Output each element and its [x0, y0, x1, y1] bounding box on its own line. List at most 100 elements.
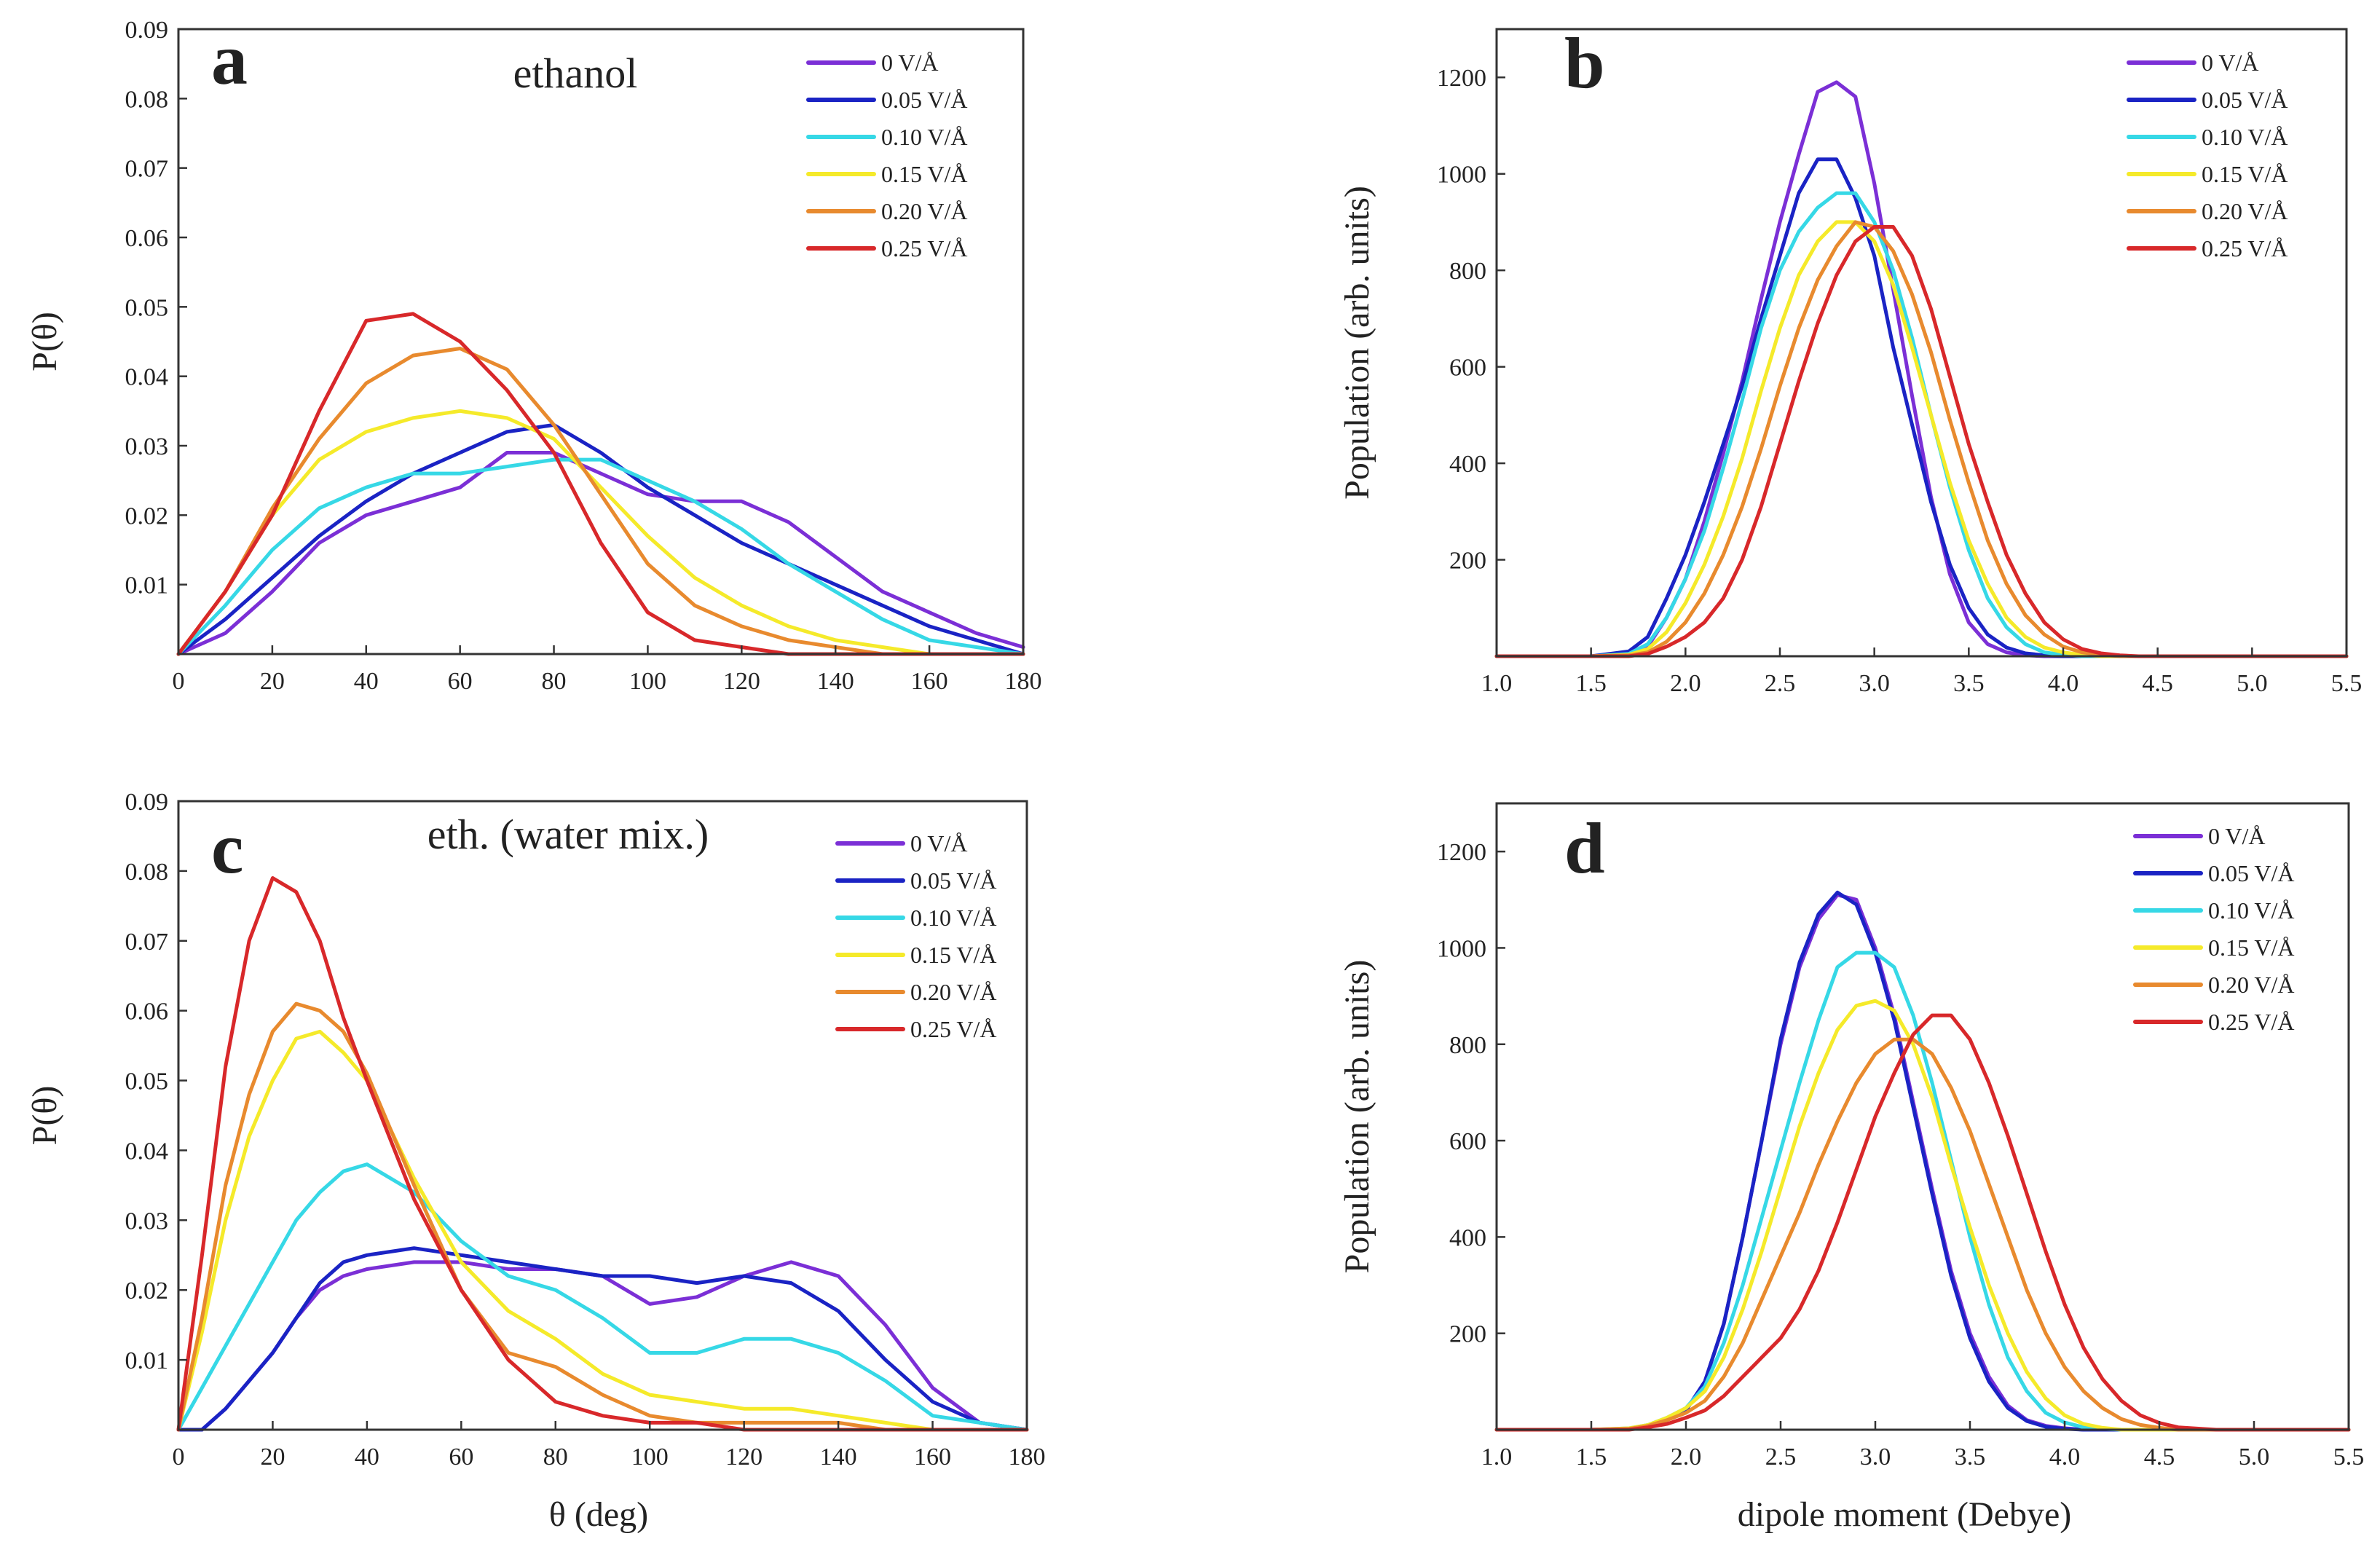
- series-line-c-2: [176, 1162, 1029, 1432]
- x-tick-label: 0: [173, 1444, 185, 1471]
- y-axis-title-a: P(θ): [25, 312, 64, 371]
- y-tick-label: 0.08: [125, 859, 169, 886]
- y-tick-label: 0.07: [125, 156, 169, 183]
- y-axis-title-b: Population (arb. units): [1338, 186, 1376, 500]
- y-tick-label: 1200: [1437, 839, 1486, 866]
- x-tick-label: 140: [820, 1444, 857, 1471]
- y-tick-label: 800: [1449, 1032, 1486, 1059]
- legend-label: 0.25 V/Å: [881, 235, 968, 261]
- legend-label: 0 V/Å: [910, 830, 968, 857]
- x-tick-label: 180: [1009, 1444, 1046, 1471]
- x-tick-label: 0: [173, 668, 185, 695]
- y-axis-title-c: P(θ): [25, 1086, 64, 1146]
- series-line-a-1: [176, 422, 1025, 656]
- legend-label: 0.20 V/Å: [881, 198, 968, 224]
- y-tick-label: 0.02: [125, 1277, 169, 1304]
- panel-letter-d: d: [1564, 808, 1605, 889]
- x-tick-label: 1.5: [1576, 1444, 1607, 1471]
- y-tick-label: 0.03: [125, 1208, 169, 1235]
- legend-label: 0.20 V/Å: [910, 979, 997, 1005]
- y-tick-label: 200: [1449, 548, 1486, 575]
- x-tick-label: 4.0: [2048, 670, 2079, 697]
- y-tick-label: 0.09: [125, 17, 169, 44]
- x-tick-label: 120: [723, 668, 760, 695]
- chart-panel-a: 0 20 40 60 80 100 120 140 160 180 0.01 0.02 0.03 0.04…: [25, 17, 1042, 695]
- x-axis-title-left: θ (deg): [549, 1495, 648, 1534]
- x-tick-label: 1.5: [1575, 670, 1607, 697]
- legend-c: 0 V/Å 0.05 V/Å 0.10 V/Å 0.15 V/Å 0.20 V/Å 0.2…: [835, 830, 997, 1042]
- series-line-c-5: [176, 876, 1029, 1432]
- legend-b: 0 V/Å 0.05 V/Å 0.10 V/Å 0.15 V/Å 0.20 V/Å 0.2…: [2127, 50, 2288, 261]
- legend-label: 0.20 V/Å: [2208, 972, 2295, 998]
- legend-label: 0.15 V/Å: [2202, 161, 2288, 187]
- x-tick-label: 5.0: [2237, 670, 2268, 697]
- x-tick-label: 180: [1005, 668, 1042, 695]
- legend-label: 0.05 V/Å: [2202, 87, 2288, 113]
- y-tick-label: 0.02: [125, 503, 169, 529]
- legend-label: 0.05 V/Å: [2208, 860, 2295, 886]
- x-tick-label: 20: [260, 668, 285, 695]
- series-line-c-3: [176, 1029, 1029, 1432]
- x-tick-label: 60: [448, 668, 473, 695]
- legend-label: 0.25 V/Å: [910, 1016, 997, 1042]
- x-tick-label: 2.0: [1670, 670, 1701, 697]
- legend-label: 0.25 V/Å: [2202, 235, 2288, 261]
- y-tick-label: 0.06: [125, 225, 169, 252]
- chart-panel-b: 1.0 1.5 2.0 2.5 3.0 3.5 4.0 4.5 5.0 5.5 200 400 600 8…: [1338, 23, 2362, 697]
- plot-frame-a: [177, 28, 1025, 655]
- y-tick-label: 0.03: [125, 433, 169, 460]
- y-tick-label: 0.01: [125, 1347, 169, 1374]
- y-tick-label: 400: [1449, 451, 1486, 478]
- x-tick-label: 40: [355, 1444, 379, 1471]
- x-tick-label: 1.0: [1481, 670, 1513, 697]
- x-tick-label: 3.0: [1860, 1444, 1891, 1471]
- y-tick-label: 0.09: [125, 789, 169, 816]
- legend-label: 0.15 V/Å: [881, 161, 968, 187]
- x-tick-label: 100: [631, 1444, 669, 1471]
- panel-title-a: ethanol: [513, 50, 638, 97]
- legend-label: 0.15 V/Å: [910, 942, 997, 968]
- chart-panel-c: 0 20 40 60 80 100 120 140 160 180 0.01 0.02 0.03 0.04…: [25, 789, 1046, 1471]
- legend-label: 0.25 V/Å: [2208, 1009, 2295, 1035]
- legend-d: 0 V/Å 0.05 V/Å 0.10 V/Å 0.15 V/Å 0.20 V/Å 0.2…: [2133, 823, 2295, 1035]
- x-tick-label: 5.5: [2331, 670, 2363, 697]
- legend-label: 0.05 V/Å: [910, 867, 997, 894]
- series-line-a-3: [176, 409, 1025, 656]
- y-tick-label: 0.07: [125, 929, 169, 956]
- chart-panel-d: 1.0 1.5 2.0 2.5 3.0 3.5 4.0 4.5 5.0 5.5 200 400 600 8…: [1338, 802, 2364, 1471]
- x-tick-label: 120: [725, 1444, 763, 1471]
- x-tick-label: 20: [260, 1444, 285, 1471]
- series-line-b-2: [1494, 191, 2349, 658]
- series-line-c-0: [176, 1260, 1029, 1432]
- legend-label: 0 V/Å: [2202, 50, 2259, 76]
- panel-letter-b: b: [1564, 23, 1605, 103]
- legend-label: 0.05 V/Å: [881, 87, 968, 113]
- panel-title-c: eth. (water mix.): [427, 811, 709, 858]
- x-tick-label: 5.0: [2239, 1444, 2270, 1471]
- x-tick-label: 100: [629, 668, 666, 695]
- y-tick-label: 0.05: [125, 294, 169, 321]
- x-tick-label: 160: [914, 1444, 951, 1471]
- series-line-d-3: [1494, 999, 2351, 1432]
- y-tick-label: 600: [1449, 1128, 1486, 1155]
- y-tick-label: 600: [1449, 355, 1486, 382]
- y-tick-label: 1000: [1437, 162, 1486, 189]
- series-line-a-0: [176, 451, 1025, 656]
- legend-label: 0 V/Å: [2208, 823, 2266, 849]
- plot-frame-d: [1495, 802, 2350, 1431]
- y-tick-label: 800: [1449, 258, 1486, 285]
- legend-label: 0.10 V/Å: [910, 905, 997, 931]
- x-tick-label: 3.5: [1953, 670, 1985, 697]
- y-axis-title-d: Population (arb. units): [1338, 960, 1376, 1274]
- series-line-a-4: [176, 347, 1025, 656]
- legend-label: 0 V/Å: [881, 50, 939, 76]
- x-tick-label: 140: [817, 668, 854, 695]
- series-line-c-4: [176, 1001, 1029, 1432]
- plot-frame-c: [177, 800, 1028, 1431]
- x-tick-label: 80: [543, 1444, 568, 1471]
- y-tick-label: 0.04: [125, 364, 169, 391]
- y-tick-label: 400: [1449, 1224, 1486, 1251]
- y-tick-label: 200: [1449, 1321, 1486, 1348]
- series-line-b-1: [1494, 157, 2349, 658]
